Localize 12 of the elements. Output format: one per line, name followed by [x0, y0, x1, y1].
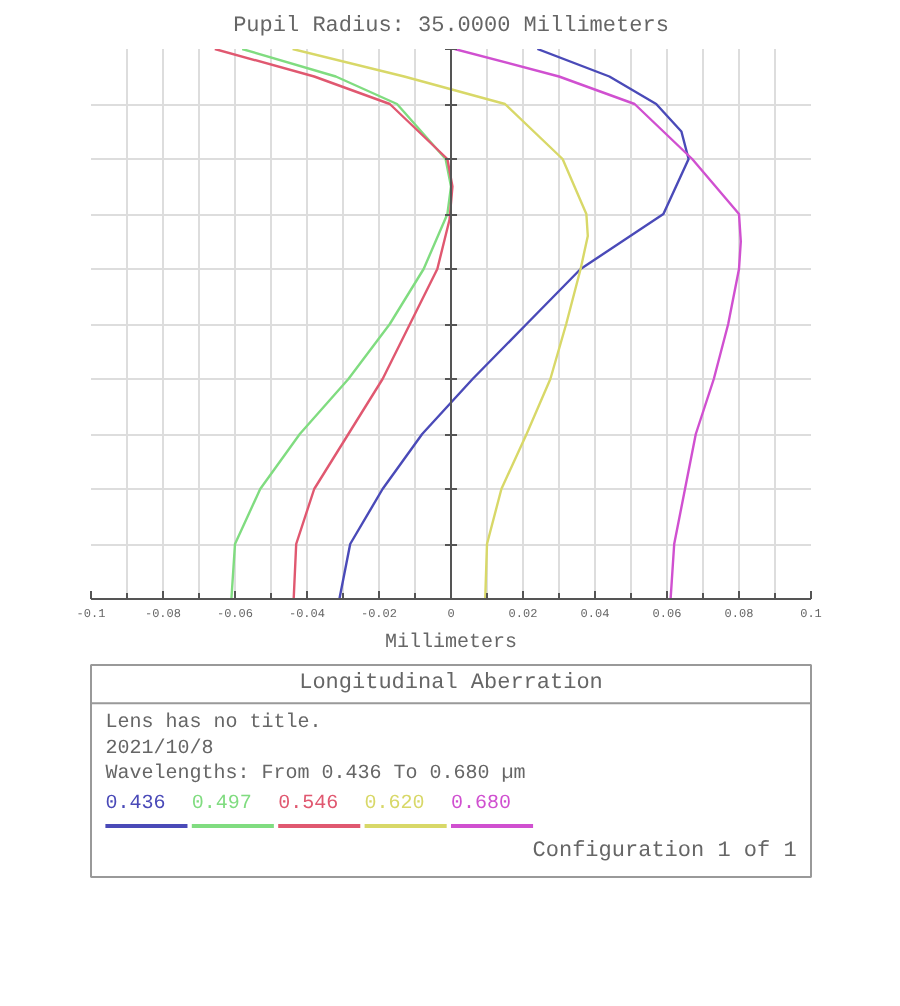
- text: Wavelengths: From 0.436 To 0.680 µm: [105, 762, 526, 787]
- x-axis-title: Millimeters: [384, 631, 518, 655]
- text: 2021/10/8: [105, 736, 214, 761]
- text: 0.620: [364, 793, 425, 816]
- text: 0.497: [191, 793, 252, 816]
- text: Longitudinal Aberration: [299, 672, 603, 697]
- chart-title: Pupil Radius: 35.0000 Millimeters: [233, 15, 669, 39]
- text: 0.680: [451, 793, 512, 816]
- text: 0.436: [105, 793, 166, 816]
- text: Lens has no title.: [105, 711, 322, 736]
- text: 0.546: [278, 793, 339, 816]
- text: Configuration 1 of 1: [532, 839, 798, 864]
